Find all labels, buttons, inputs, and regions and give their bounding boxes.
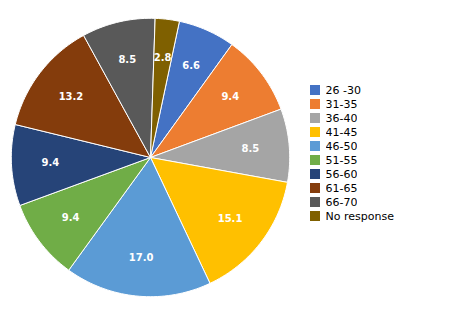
html-text:26 -30: 26 -30 xyxy=(325,83,361,97)
html-text:No response: No response xyxy=(325,209,394,223)
svg-text:6.6: 6.6 xyxy=(182,60,200,71)
svg-text:9.4: 9.4 xyxy=(62,212,80,223)
svg-text:8.5: 8.5 xyxy=(241,142,259,153)
svg-text:13.2: 13.2 xyxy=(59,90,84,101)
svg-text:17.0: 17.0 xyxy=(129,251,154,262)
svg-text:8.5: 8.5 xyxy=(118,54,136,65)
svg-text:15.1: 15.1 xyxy=(218,212,243,223)
html-text:46-50: 46-50 xyxy=(325,139,358,153)
svg-text:9.4: 9.4 xyxy=(221,90,239,101)
html-text:41-45: 41-45 xyxy=(325,125,358,139)
html-text:56-60: 56-60 xyxy=(325,167,358,181)
html-text:51-55: 51-55 xyxy=(325,153,358,167)
html-text:66-70: 66-70 xyxy=(325,195,358,209)
svg-text:2.8: 2.8 xyxy=(154,52,172,63)
html-text:31-35: 31-35 xyxy=(325,97,358,111)
html-text:61-65: 61-65 xyxy=(325,181,358,195)
svg-text:9.4: 9.4 xyxy=(42,157,60,168)
html-text:36-40: 36-40 xyxy=(325,111,358,125)
